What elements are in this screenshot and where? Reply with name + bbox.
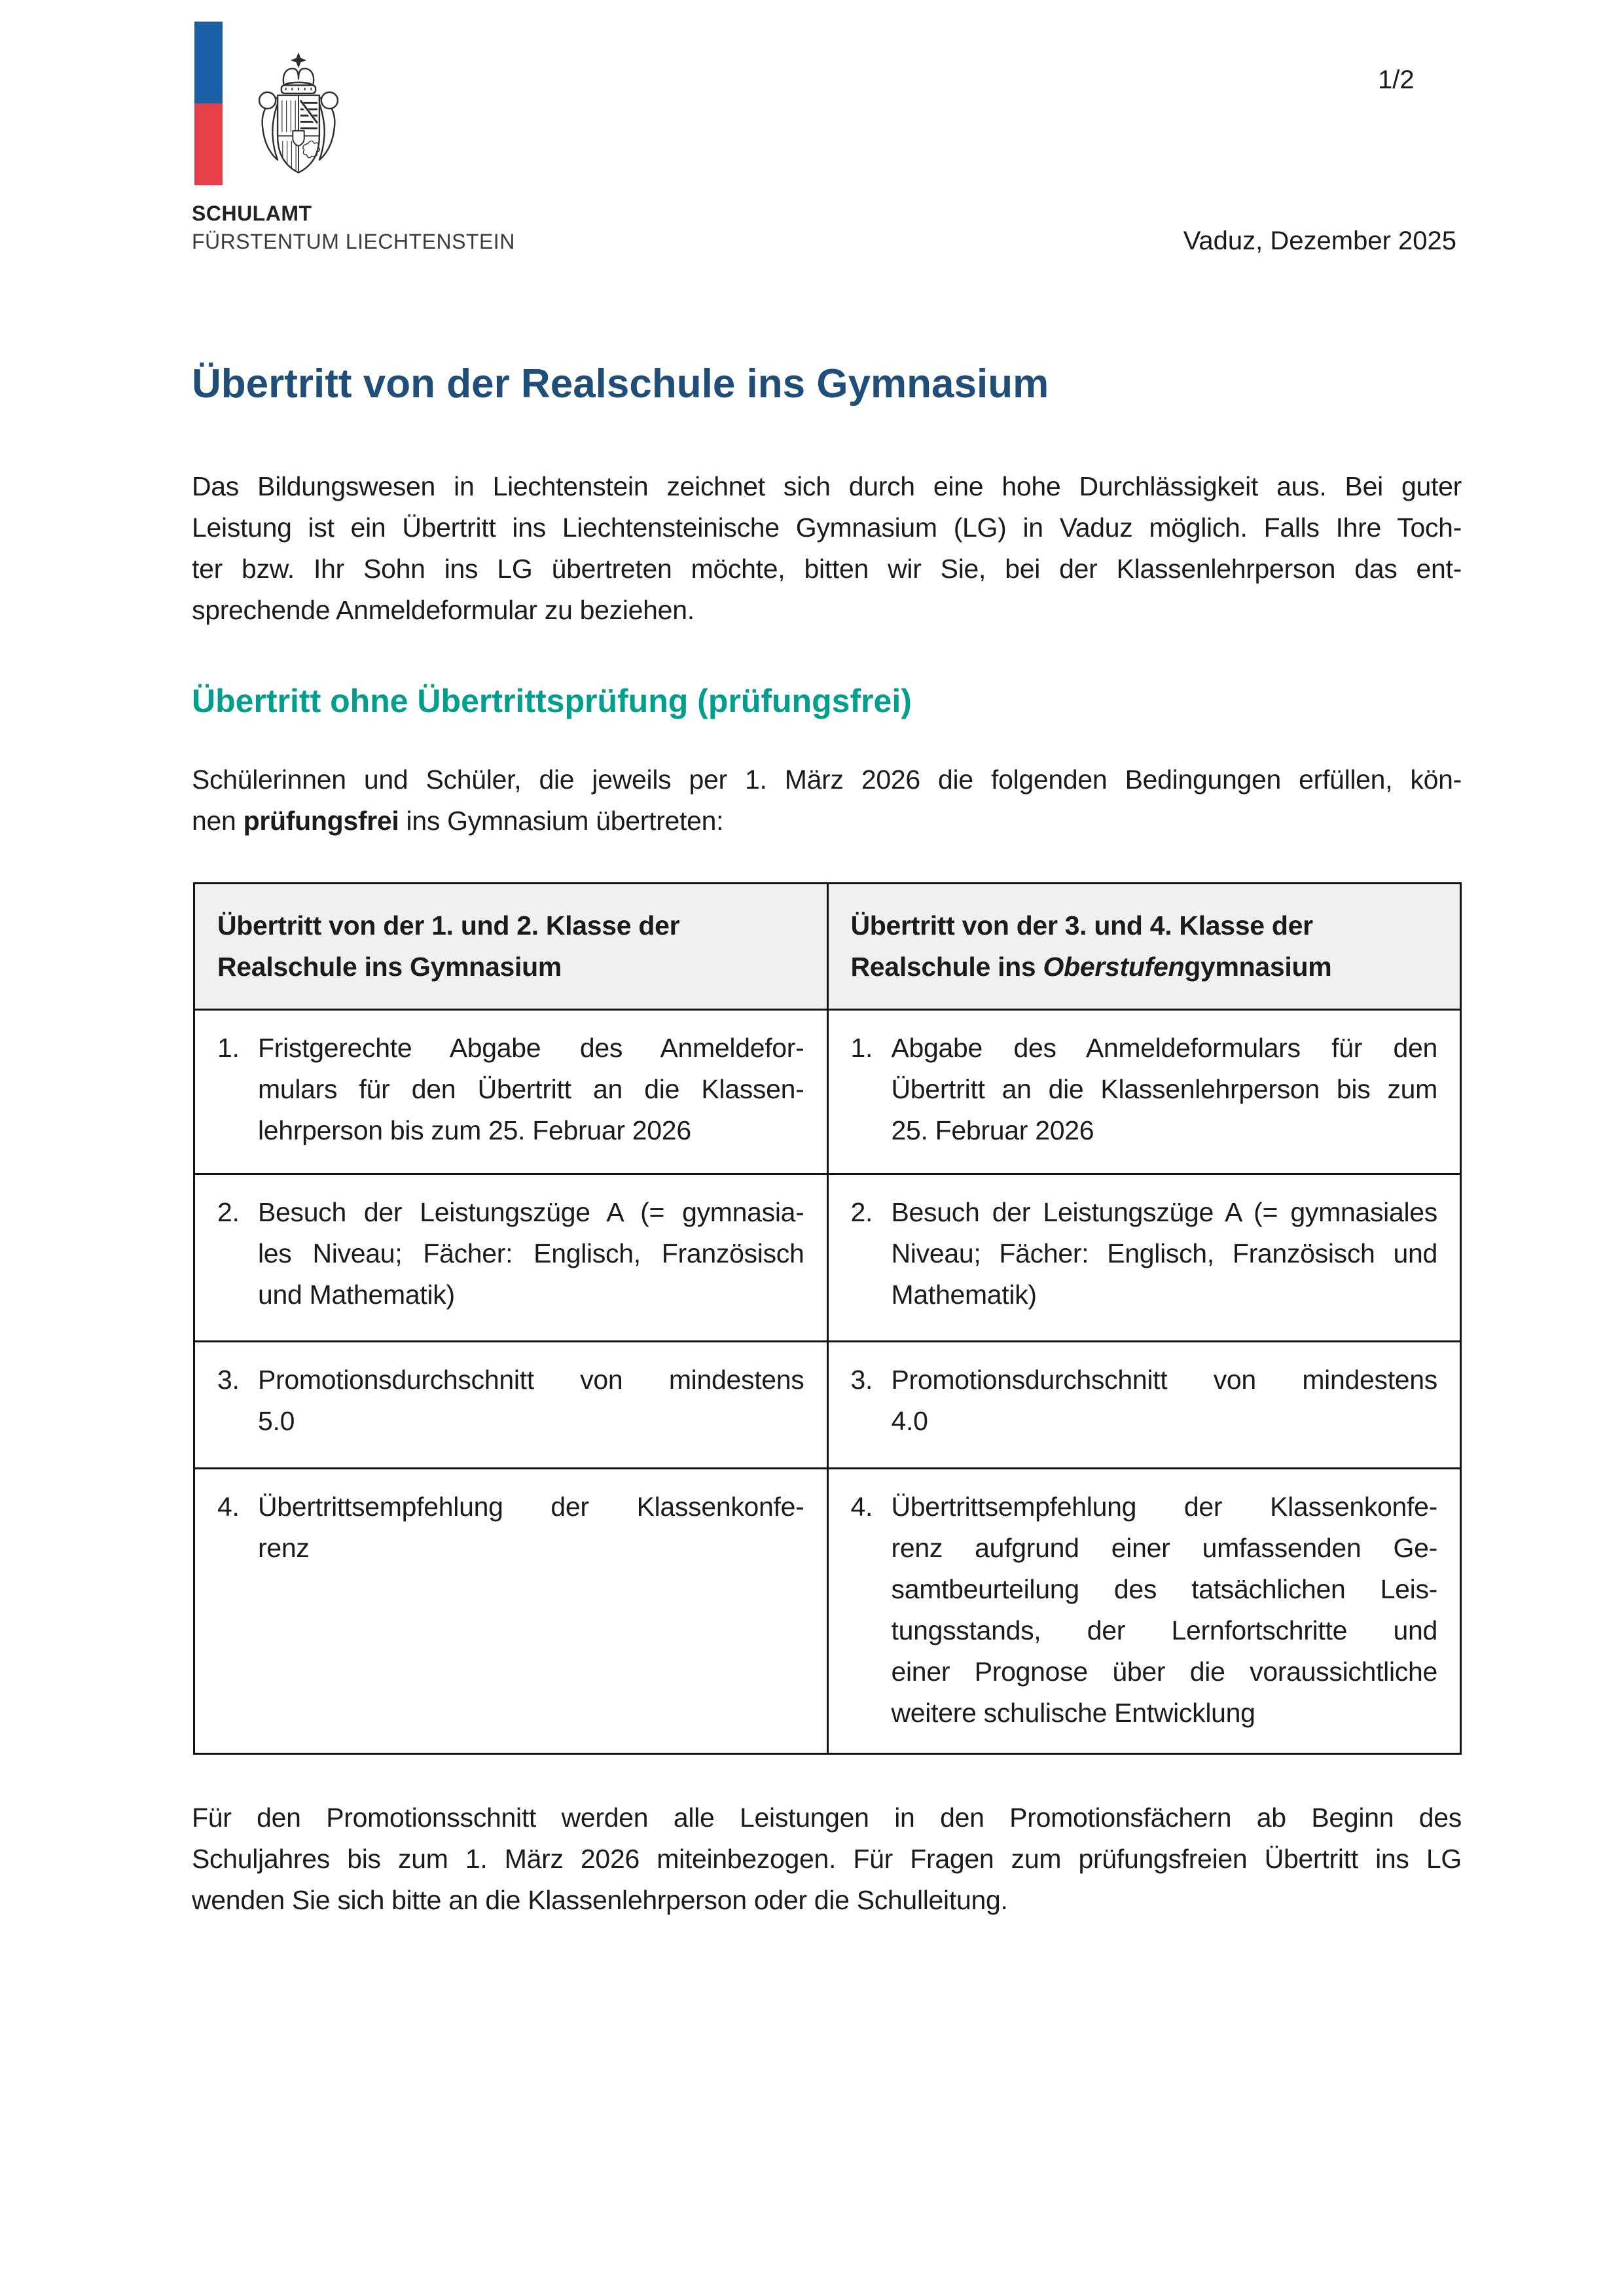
list-number: 3.: [217, 1365, 240, 1395]
org-name: SCHULAMT: [192, 202, 312, 225]
org-subtitle: FÜRSTENTUM LIECHTENSTEIN: [192, 230, 515, 253]
table-cell: 1. Fristgerechte Abgabe des Anmeldefor-m…: [193, 1009, 829, 1175]
liechtenstein-coat-of-arms-icon: [258, 52, 339, 173]
intro-paragraph: Das Bildungswesen in Liechtenstein zeich…: [192, 471, 1462, 625]
page-number: 1/2: [1378, 65, 1415, 94]
condition-text: Übertrittsempfehlung der Klassenkonfe-re…: [891, 1492, 1438, 1728]
table-cell: 2. Besuch der Leistungszüge A (= gymnasi…: [826, 1173, 1462, 1342]
table-cell: 3. Promotionsdurchschnitt von mindestens…: [826, 1340, 1462, 1469]
logo-bar-icon: [194, 22, 223, 185]
place-date: Vaduz, Dezember 2025: [1183, 226, 1456, 255]
condition-text: Abgabe des Anmeldeformulars für den Übert…: [891, 1033, 1438, 1145]
table-row: 1. Fristgerechte Abgabe des Anmeldefor-m…: [193, 1009, 1462, 1175]
table-cell: 2. Besuch der Leistungszüge A (= gymnasi…: [193, 1173, 829, 1342]
section-heading: Übertritt ohne Übertrittsprüfung (prüfun…: [192, 683, 912, 719]
condition-text: Besuch der Leistungszüge A (= gymnasiale…: [891, 1197, 1438, 1310]
list-number: 3.: [850, 1365, 873, 1395]
conditions-table: Übertritt von der 1. und 2. Klasse der Re…: [193, 882, 1462, 1755]
table-cell: 1. Abgabe des Anmeldeformulars für den Üb…: [826, 1009, 1462, 1175]
table-cell: 4. Übertrittsempfehlung der Klassenkonfe…: [826, 1467, 1462, 1755]
condition-text: Übertrittsempfehlung der Klassenkonfe-re…: [258, 1492, 804, 1563]
table-cell: 4. Übertrittsempfehlung der Klassenkonfe…: [193, 1467, 829, 1755]
logo-bar-blue: [194, 22, 223, 103]
condition-text: Besuch der Leistungszüge A (= gymnasia-l…: [258, 1197, 804, 1310]
logo-bar-red: [194, 103, 223, 185]
table-row: 4. Übertrittsempfehlung der Klassenkonfe…: [193, 1467, 1462, 1755]
list-number: 4.: [217, 1492, 240, 1522]
table-header-row: Übertritt von der 1. und 2. Klasse der Re…: [193, 882, 1462, 1011]
table-header-right-text: Übertritt von der 3. und 4. Klasse der Re…: [850, 910, 1332, 982]
table-row: 2. Besuch der Leistungszüge A (= gymnasi…: [193, 1173, 1462, 1342]
document-title: Übertritt von der Realschule ins Gymnasi…: [192, 361, 1049, 406]
table-cell: 3. Promotionsdurchschnitt von mindestens…: [193, 1340, 829, 1469]
list-number: 2.: [850, 1197, 873, 1227]
list-number: 2.: [217, 1197, 240, 1227]
table-header-cell-right: Übertritt von der 3. und 4. Klasse der Re…: [826, 882, 1462, 1011]
table-header-cell-left: Übertritt von der 1. und 2. Klasse der Re…: [193, 882, 829, 1011]
condition-text: Promotionsdurchschnitt von mindestens 5.0: [258, 1365, 804, 1436]
list-number: 1.: [217, 1033, 240, 1063]
condition-text: Promotionsdurchschnitt von mindestens 4.0: [891, 1365, 1438, 1436]
closing-paragraph: Für den Promotionsschnitt werden alle Le…: [192, 1803, 1462, 1915]
table-row: 3. Promotionsdurchschnitt von mindestens…: [193, 1340, 1462, 1469]
list-number: 1.: [850, 1033, 873, 1063]
section-paragraph: Schülerinnen und Schüler, die jeweils pe…: [192, 764, 1462, 836]
condition-text: Fristgerechte Abgabe des Anmeldefor-mula…: [258, 1033, 804, 1145]
table-header-left-text: Übertritt von der 1. und 2. Klasse der Re…: [217, 910, 680, 982]
list-number: 4.: [850, 1492, 873, 1522]
